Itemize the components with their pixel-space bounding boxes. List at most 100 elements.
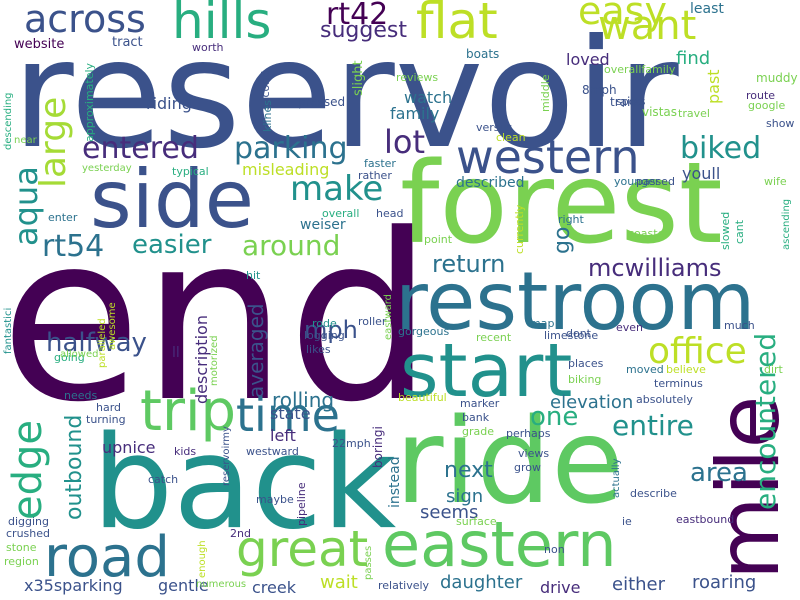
word: watch [404,88,453,107]
word: typical [172,165,209,178]
word: wait [320,572,358,593]
word: relatively [378,579,430,592]
word: lot [384,123,426,161]
word: suggest [320,18,407,43]
word: spots [616,95,646,108]
word: klines [261,100,274,132]
word: restroom [395,255,756,348]
word: entered [82,131,199,166]
word: gentle [158,576,209,595]
word: reviews [396,71,439,84]
word: around [242,229,341,262]
word: flat [416,0,498,50]
word: averaged [244,303,268,398]
word: hard [96,401,122,414]
word: travel [678,107,710,120]
word: dont [566,327,591,340]
word: past [704,69,723,104]
word: want [598,3,697,49]
word: 2nd [230,527,251,540]
word: description [192,315,211,404]
word: sign [446,486,484,507]
word: instead [387,456,403,508]
word: roaring [692,572,757,593]
word: numerous [196,579,247,590]
word: aqua [7,166,45,246]
word: easier [132,230,212,260]
word: least [690,1,724,17]
word: surface [456,515,497,528]
word: described [456,175,525,191]
word: google [748,99,786,112]
word: motorized [209,335,220,386]
word: overallfamily [604,63,676,76]
word: descending [3,92,14,150]
word: parking [234,131,348,166]
word: website [14,37,65,52]
word: across [24,0,146,41]
word: ascending [781,198,792,250]
word: ie [622,515,632,528]
word: entire [612,409,694,442]
word: rt42 [326,0,389,32]
word: show [766,117,795,130]
word: region [4,555,39,568]
word: ll [172,345,180,361]
word: 22mph [332,437,371,450]
word: turning [86,413,126,426]
word: boringi [371,426,385,468]
word: perhaps [506,427,551,440]
word: views [518,447,550,460]
word: mcwilliams [588,254,722,282]
word: youll [682,164,721,183]
word: biking [568,373,602,386]
word: road [44,525,170,590]
word: maybe [256,493,294,506]
word: mph [304,316,358,344]
word: eastward [383,293,394,340]
word: western [456,130,640,184]
word: crushed [6,527,50,540]
word: one [530,402,579,432]
word: family [390,104,440,123]
word: cant [733,219,746,244]
word: edge [5,420,51,520]
word: rt54 [42,229,105,264]
word: reservoir [12,8,679,182]
word: make [290,169,384,209]
word: office [648,331,747,372]
word: go [550,226,575,254]
word: terminus [654,377,703,390]
word: actually [611,458,622,499]
word: logging [304,329,345,342]
word: head [376,207,404,220]
word: point [424,233,453,246]
word: return [432,250,506,278]
word: pressed [298,95,346,109]
word: encountered [749,332,782,510]
word: pipeline [295,482,308,526]
word: outbound [62,414,87,520]
word: enough [197,540,208,578]
word: slight [351,60,366,96]
word: marker [460,397,500,410]
word: hills [172,0,272,50]
word: overall [322,207,360,220]
word: places [568,357,604,370]
word: passes [363,545,374,580]
word: wife [764,175,787,188]
word: allowed [60,349,99,360]
word: younger [614,175,660,188]
word: creek [252,578,296,597]
word: beautiful [398,391,447,404]
word: elevation [550,392,634,413]
word: grow [514,461,541,474]
word: rolling [272,388,335,412]
word: near [14,135,37,146]
word: riding [146,94,192,113]
word: right [558,213,584,226]
word: easy [578,0,667,33]
word: dirt [764,363,783,376]
word: digging [8,515,50,528]
